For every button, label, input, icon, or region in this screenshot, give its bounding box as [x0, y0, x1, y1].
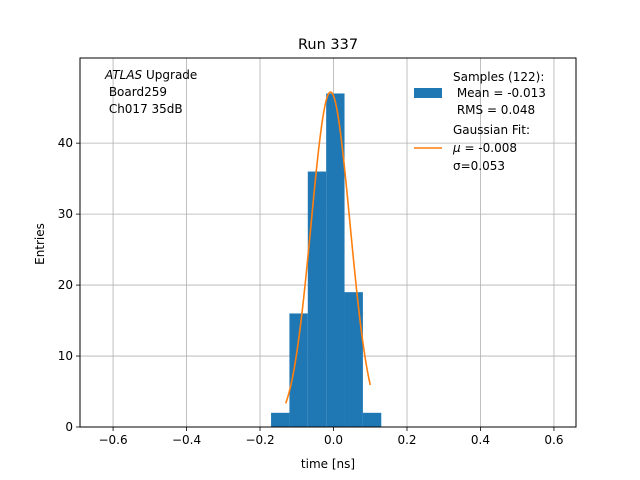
x-tick-label: 0.2	[397, 433, 416, 447]
histogram-bars	[271, 93, 382, 427]
histogram-bar	[362, 412, 382, 427]
legend-samples-title: Samples (122):	[453, 70, 544, 84]
legend-fit-title: Gaussian Fit:	[453, 123, 530, 137]
y-tick-label: 40	[58, 136, 73, 150]
legend-samples-rms: RMS = 0.048	[453, 103, 535, 117]
legend: Samples (122): Mean = -0.013 RMS = 0.048…	[414, 70, 546, 173]
atlas-label: ATLAS	[104, 68, 143, 82]
channel-label: Ch017 35dB	[105, 102, 183, 116]
histogram-bar	[326, 93, 345, 427]
x-tick-label: 0.6	[544, 433, 563, 447]
x-tick-label: −0.4	[172, 433, 201, 447]
y-axis-ticks: 0 10 20 30 40	[58, 136, 80, 434]
histogram-bar	[344, 292, 363, 427]
x-axis-label: time [ns]	[301, 457, 355, 471]
y-tick-label: 20	[58, 278, 73, 292]
histogram-bar	[271, 412, 290, 427]
plot-frame	[79, 57, 577, 428]
x-tick-label: 0.0	[324, 433, 343, 447]
svg-text:ATLAS Upgrade: ATLAS Upgrade	[104, 68, 197, 82]
histogram-bar	[307, 171, 327, 427]
chart-title: Run 337	[298, 37, 358, 53]
y-tick-label: 30	[58, 207, 73, 221]
legend-samples-swatch	[414, 88, 442, 98]
x-tick-label: 0.4	[471, 433, 490, 447]
x-tick-label: −0.2	[245, 433, 274, 447]
gaussian-fit-curve	[284, 91, 372, 404]
atlas-annotation: ATLAS Upgrade Board259 Ch017 35dB	[104, 68, 197, 116]
y-tick-label: 0	[65, 420, 73, 434]
legend-fit-sigma: σ=0.053	[453, 159, 505, 173]
board-label: Board259	[105, 85, 167, 99]
legend-fit-mu: μ = -0.008	[452, 141, 517, 155]
x-tick-label: −0.6	[98, 433, 127, 447]
histogram-bar	[289, 313, 308, 427]
upgrade-label: Upgrade	[142, 68, 197, 82]
x-axis-ticks: −0.6 −0.4 −0.2 0.0 0.2 0.4 0.6	[98, 427, 564, 447]
y-axis-label: Entries	[33, 223, 47, 265]
legend-samples-mean: Mean = -0.013	[453, 86, 546, 100]
y-tick-label: 10	[58, 349, 73, 363]
